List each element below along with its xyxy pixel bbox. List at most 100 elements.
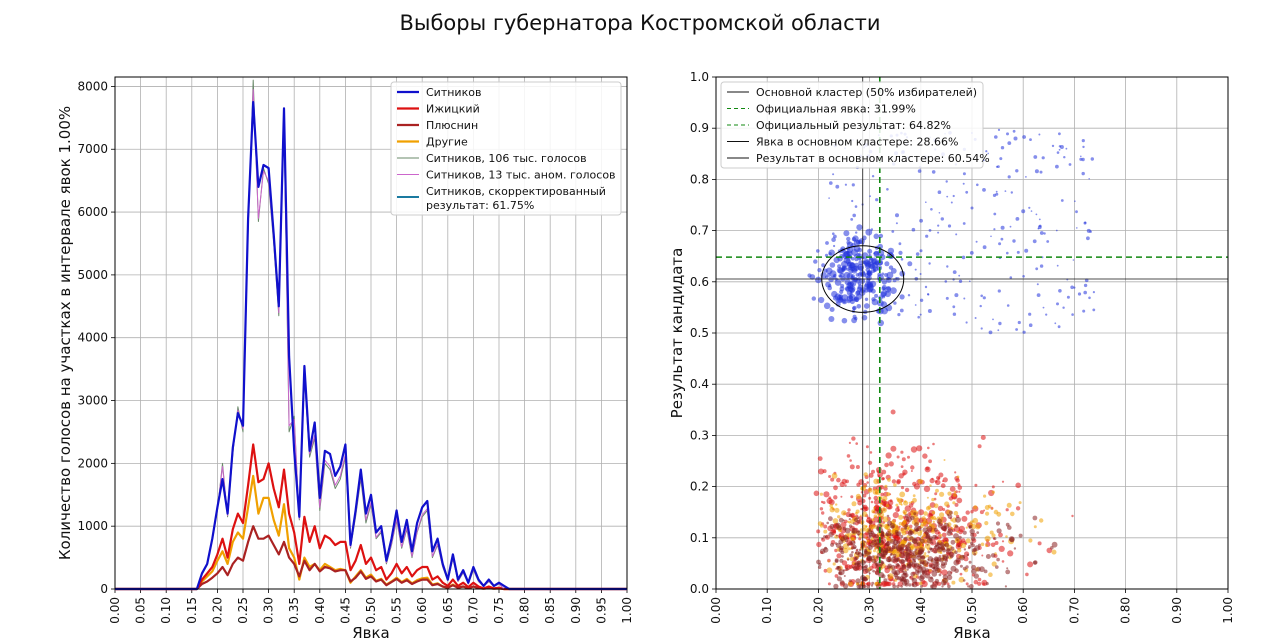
right-scatter-point <box>890 409 896 415</box>
right-scatter-point <box>922 562 925 565</box>
right-scatter-point <box>855 273 860 277</box>
right-scatter-point <box>832 173 835 176</box>
right-scatter-point <box>956 538 959 542</box>
right-scatter-point <box>850 495 854 499</box>
right-legend-label: Официальная явка: 31.99% <box>756 103 916 116</box>
right-scatter-point <box>831 528 837 534</box>
right-scatter-point <box>829 523 835 530</box>
right-scatter-point <box>1033 155 1038 159</box>
right-scatter-point <box>956 497 963 504</box>
right-scatter-point <box>983 494 987 498</box>
right-scatter-point <box>868 472 874 478</box>
right-scatter-point <box>1015 169 1019 173</box>
right-scatter-point <box>965 582 969 586</box>
right-xtick-label: 0.70 <box>1067 597 1081 624</box>
right-scatter-point <box>1083 290 1087 295</box>
right-scatter-point <box>836 576 843 582</box>
right-scatter-point <box>871 297 876 302</box>
right-scatter-point <box>890 445 897 452</box>
right-scatter-point <box>994 135 998 139</box>
right-scatter-point <box>855 293 863 300</box>
right-scatter-point <box>823 529 828 534</box>
right-scatter-point <box>914 570 920 576</box>
right-legend-label: Результат в основном кластере: 60.54% <box>756 152 990 165</box>
right-scatter-point <box>976 183 979 187</box>
right-scatter-point <box>1045 313 1048 316</box>
right-scatter-point <box>811 296 816 301</box>
right-scatter-point <box>953 533 959 539</box>
right-scatter-point <box>829 262 836 268</box>
right-scatter-point <box>848 524 853 528</box>
right-scatter-point <box>920 566 927 572</box>
right-scatter-point <box>842 547 849 554</box>
right-scatter-point <box>854 205 858 208</box>
left-xtick-label: 0.30 <box>262 597 276 624</box>
right-scatter-point <box>901 559 906 564</box>
right-scatter-point <box>927 293 929 296</box>
right-scatter-point <box>829 507 835 513</box>
right-scatter-point <box>910 515 915 521</box>
right-scatter-point <box>868 572 871 575</box>
right-scatter-point <box>903 500 909 506</box>
right-scatter-point <box>972 520 975 523</box>
right-scatter-point <box>951 580 956 585</box>
right-scatter-point <box>832 232 835 235</box>
right-scatter-point <box>970 510 974 514</box>
right-scatter-point <box>971 548 976 553</box>
right-scatter-point <box>1080 155 1082 158</box>
right-ytick-label: 0.7 <box>690 224 709 238</box>
right-scatter-point <box>952 501 956 505</box>
left-xtick-label: 0.65 <box>441 597 455 624</box>
right-scatter-point <box>881 307 888 315</box>
right-scatter-point <box>932 581 935 584</box>
right-scatter-point <box>851 199 854 203</box>
right-scatter-point <box>945 548 952 555</box>
right-scatter-point <box>831 290 838 298</box>
right-scatter-point <box>846 299 851 304</box>
right-scatter-point <box>982 582 986 586</box>
right-scatter-point <box>823 302 831 310</box>
right-scatter-point <box>983 509 986 512</box>
right-scatter-point <box>914 548 918 552</box>
right-scatter-point <box>938 212 941 214</box>
right-scatter-point <box>880 561 883 564</box>
right-scatter-point <box>826 567 833 574</box>
right-scatter-point <box>928 576 934 583</box>
right-scatter-point <box>920 561 923 564</box>
right-scatter-point <box>873 233 880 240</box>
right-scatter-point <box>834 542 838 545</box>
right-scatter-point <box>851 248 858 256</box>
right-scatter-point <box>955 557 961 563</box>
right-scatter-point <box>837 264 842 269</box>
right-scatter-point <box>971 564 977 570</box>
right-scatter-point <box>874 539 881 546</box>
right-scatter-point <box>957 548 962 553</box>
right-scatter-point <box>870 268 876 274</box>
right-scatter-point <box>925 234 929 238</box>
right-scatter-point <box>968 560 972 564</box>
right-scatter-point <box>954 471 957 474</box>
right-scatter-point <box>866 539 870 543</box>
right-scatter-point <box>959 554 965 561</box>
right-scatter-point <box>864 564 868 569</box>
right-scatter-point <box>932 516 935 520</box>
right-scatter-point <box>904 487 910 493</box>
right-scatter-point <box>925 506 931 511</box>
right-scatter-point <box>870 584 874 587</box>
right-scatter-point <box>1018 501 1022 505</box>
right-scatter-point <box>970 206 974 210</box>
right-scatter-point <box>856 584 861 589</box>
right-ytick-label: 0.5 <box>690 326 709 340</box>
right-scatter-point <box>953 510 959 516</box>
right-scatter-point <box>1039 518 1044 523</box>
right-scatter-point <box>934 559 940 564</box>
right-scatter-point <box>821 537 824 540</box>
right-scatter-point <box>977 444 982 449</box>
right-scatter-point <box>1030 210 1033 212</box>
right-scatter-point <box>893 301 897 305</box>
right-scatter-point <box>1028 538 1033 543</box>
right-scatter-point <box>1001 480 1005 483</box>
right-scatter-point <box>1012 239 1016 243</box>
right-scatter-point <box>883 504 887 507</box>
right-scatter-point <box>890 564 896 570</box>
